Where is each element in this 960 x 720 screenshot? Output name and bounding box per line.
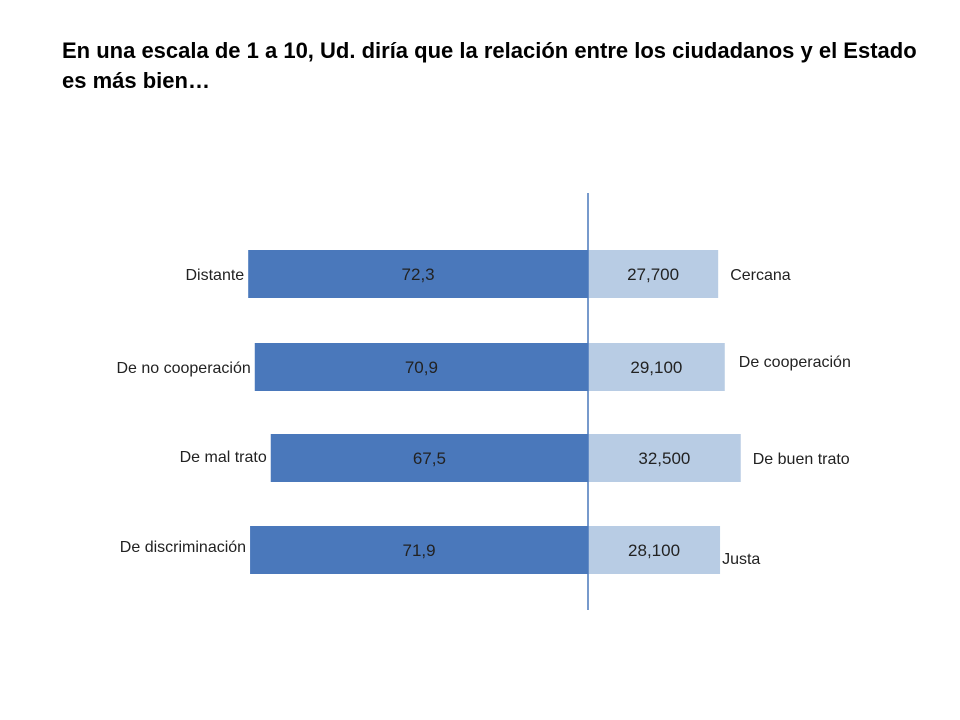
- category-label-left: De mal trato: [180, 449, 267, 466]
- labels: 72,3 27,700 Distante Cercana 70,9 29,100 De no…: [116, 265, 850, 568]
- category-label-right: Cercana: [730, 267, 791, 284]
- data-label-negative: 72,3: [402, 265, 435, 284]
- data-label-negative: 71,9: [402, 541, 435, 560]
- category-label-right: Justa: [722, 551, 760, 568]
- category-label-left: Distante: [185, 267, 244, 284]
- data-label-negative: 70,9: [405, 358, 438, 377]
- bar-positive: [588, 343, 725, 391]
- category-label-right: De buen trato: [753, 451, 850, 468]
- bar-negative: [248, 250, 588, 298]
- left-bars: [248, 250, 588, 574]
- bar-negative: [250, 526, 588, 574]
- bar-positive: [588, 434, 741, 482]
- data-label-positive: 27,700: [627, 265, 679, 284]
- data-label-negative: 67,5: [413, 449, 446, 468]
- bar-negative: [254, 343, 588, 391]
- data-label-positive: 28,100: [628, 541, 680, 560]
- category-label-left: De no cooperación: [116, 360, 250, 377]
- bar-positive: [588, 250, 719, 298]
- data-label-positive: 29,100: [630, 358, 682, 377]
- category-label-left: De discriminación: [120, 539, 246, 556]
- data-label-positive: 32,500: [638, 449, 690, 468]
- chart-title: En una escala de 1 a 10, Ud. diría que l…: [62, 38, 917, 93]
- bar-positive: [588, 526, 721, 574]
- right-bars: [588, 250, 741, 574]
- category-label-right: De cooperación: [739, 354, 851, 371]
- bar-negative: [270, 434, 588, 482]
